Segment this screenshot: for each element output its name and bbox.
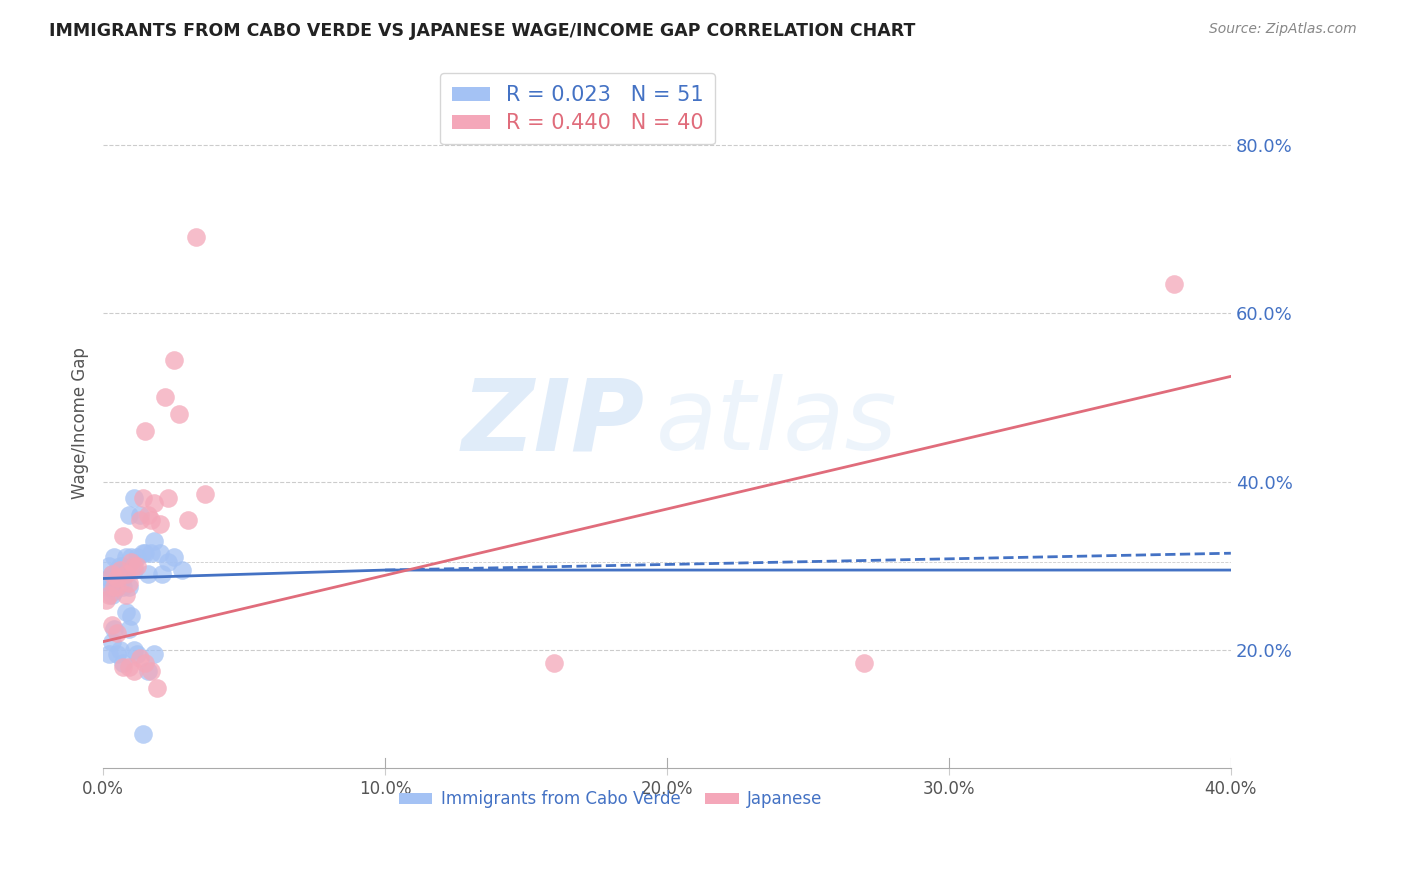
Point	[117, 508, 139, 523]
Point	[103, 550, 125, 565]
Point	[114, 563, 136, 577]
Point	[114, 550, 136, 565]
Y-axis label: Wage/Income Gap: Wage/Income Gap	[72, 347, 89, 499]
Point	[105, 626, 128, 640]
Legend: Immigrants from Cabo Verde, Japanese: Immigrants from Cabo Verde, Japanese	[392, 783, 830, 815]
Point	[125, 558, 148, 573]
Point	[162, 550, 184, 565]
Point	[142, 533, 165, 548]
Point	[543, 656, 565, 670]
Point	[105, 647, 128, 661]
Point	[128, 651, 150, 665]
Point	[134, 656, 156, 670]
Point	[105, 580, 128, 594]
Point	[139, 546, 162, 560]
Point	[122, 558, 145, 573]
Point	[125, 647, 148, 661]
Point	[111, 529, 134, 543]
Point	[111, 580, 134, 594]
Point	[120, 555, 142, 569]
Point	[97, 647, 120, 661]
Point	[120, 609, 142, 624]
Point	[131, 546, 153, 560]
Point	[100, 634, 122, 648]
Point	[122, 563, 145, 577]
Point	[134, 546, 156, 560]
Point	[117, 575, 139, 590]
Point	[105, 572, 128, 586]
Point	[103, 622, 125, 636]
Point	[142, 647, 165, 661]
Point	[111, 558, 134, 573]
Point	[131, 491, 153, 506]
Point	[148, 546, 170, 560]
Point	[117, 622, 139, 636]
Point	[100, 567, 122, 582]
Point	[103, 580, 125, 594]
Point	[136, 664, 159, 678]
Point	[194, 487, 217, 501]
Point	[100, 580, 122, 594]
Point	[105, 580, 128, 594]
Point	[139, 664, 162, 678]
Point	[111, 656, 134, 670]
Point	[108, 558, 131, 573]
Point	[97, 588, 120, 602]
Point	[117, 580, 139, 594]
Point	[111, 572, 134, 586]
Text: atlas: atlas	[655, 374, 897, 471]
Text: Source: ZipAtlas.com: Source: ZipAtlas.com	[1209, 22, 1357, 37]
Point	[142, 496, 165, 510]
Point	[853, 656, 876, 670]
Point	[150, 567, 173, 582]
Point	[122, 491, 145, 506]
Point	[94, 580, 117, 594]
Point	[125, 550, 148, 565]
Point	[114, 567, 136, 582]
Point	[108, 643, 131, 657]
Point	[100, 617, 122, 632]
Point	[162, 352, 184, 367]
Point	[108, 563, 131, 577]
Point	[167, 407, 190, 421]
Point	[114, 588, 136, 602]
Point	[156, 555, 179, 569]
Point	[136, 508, 159, 523]
Point	[97, 572, 120, 586]
Point	[1163, 277, 1185, 291]
Point	[100, 567, 122, 582]
Point	[117, 660, 139, 674]
Point	[156, 491, 179, 506]
Point	[170, 563, 193, 577]
Point	[108, 563, 131, 577]
Point	[148, 516, 170, 531]
Text: ZIP: ZIP	[461, 374, 644, 471]
Point	[97, 558, 120, 573]
Text: IMMIGRANTS FROM CABO VERDE VS JAPANESE WAGE/INCOME GAP CORRELATION CHART: IMMIGRANTS FROM CABO VERDE VS JAPANESE W…	[49, 22, 915, 40]
Point	[139, 512, 162, 526]
Point	[111, 660, 134, 674]
Point	[177, 512, 200, 526]
Point	[105, 563, 128, 577]
Point	[122, 664, 145, 678]
Point	[153, 391, 176, 405]
Point	[145, 681, 167, 695]
Point	[134, 424, 156, 438]
Point	[136, 567, 159, 582]
Point	[120, 550, 142, 565]
Point	[94, 592, 117, 607]
Point	[128, 508, 150, 523]
Point	[103, 584, 125, 599]
Point	[131, 727, 153, 741]
Point	[108, 575, 131, 590]
Point	[114, 605, 136, 619]
Point	[120, 563, 142, 577]
Point	[128, 512, 150, 526]
Point	[105, 572, 128, 586]
Point	[122, 643, 145, 657]
Point	[186, 230, 208, 244]
Point	[100, 588, 122, 602]
